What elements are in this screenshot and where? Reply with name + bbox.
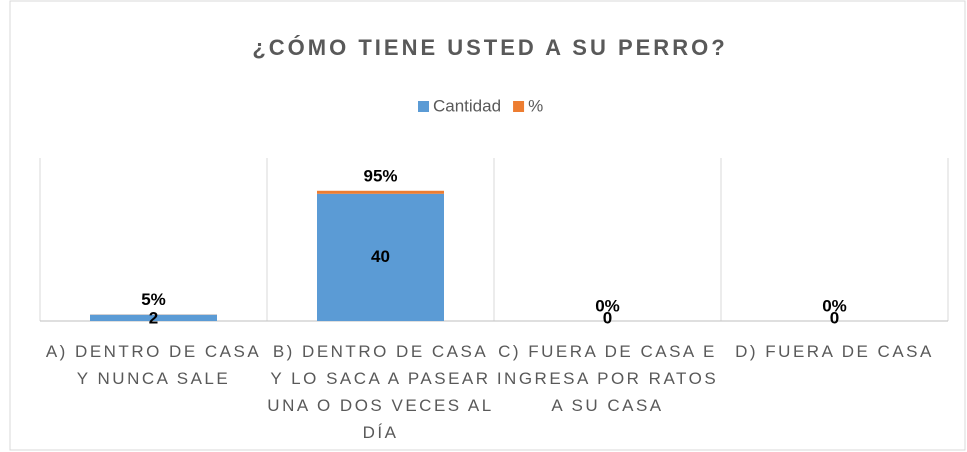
bar-segment bbox=[317, 190, 444, 194]
data-label: 0% bbox=[595, 296, 620, 315]
data-label: 40 bbox=[371, 247, 390, 266]
x-tick-label: D) FUERA DE CASA bbox=[735, 342, 934, 361]
data-label: 2 bbox=[149, 308, 158, 327]
chart-frame bbox=[9, 0, 966, 451]
x-tick-label: B) DENTRO DE CASA Y LO SACA A PASEAR UNA… bbox=[267, 342, 494, 442]
chart-title: ¿CÓMO TIENE USTED A SU PERRO? bbox=[252, 35, 727, 60]
data-label: 0 bbox=[830, 308, 839, 327]
legend-label: Cantidad bbox=[433, 96, 501, 115]
bar-segment bbox=[90, 314, 217, 321]
data-label: 0 bbox=[603, 308, 612, 327]
bar-segment bbox=[317, 193, 444, 321]
data-label: 0% bbox=[822, 296, 847, 315]
data-label: 5% bbox=[141, 290, 166, 309]
x-tick-label: A) DENTRO DE CASA Y NUNCA SALE bbox=[45, 342, 262, 388]
x-tick-label: C) FUERA DE CASA E INGRESA POR RATOS A S… bbox=[496, 342, 719, 415]
legend-label: % bbox=[528, 96, 543, 115]
data-label: 95% bbox=[363, 166, 397, 185]
legend-swatch bbox=[418, 101, 429, 112]
legend-swatch bbox=[513, 101, 525, 112]
